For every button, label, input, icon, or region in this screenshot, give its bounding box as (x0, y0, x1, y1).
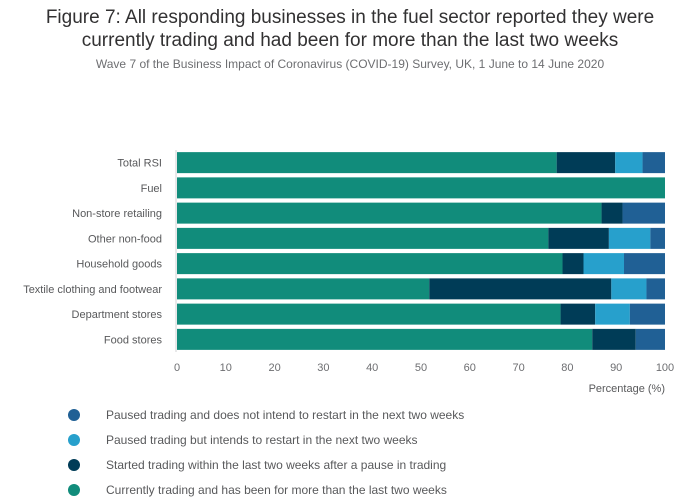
category-label-other-non-food: Other non-food (88, 233, 162, 245)
x-tick-label-80: 80 (561, 362, 573, 374)
legend-label-1: Paused trading and does not intend to re… (106, 408, 465, 422)
bar-textile-clothing-and-footwear-series-1 (177, 278, 430, 300)
x-tick-label-20: 20 (268, 362, 280, 374)
bar-non-store-retailing-series-2 (601, 202, 623, 224)
legend-swatch-4 (68, 484, 80, 496)
x-tick-label-10: 10 (220, 362, 232, 374)
category-label-non-store-retailing: Non-store retailing (72, 208, 162, 220)
legend-swatch-1 (68, 409, 80, 421)
bar-household-goods-series-3 (583, 253, 625, 275)
chart-subtitle: Wave 7 of the Business Impact of Coronav… (95, 57, 605, 71)
x-tick-label-90: 90 (610, 362, 622, 374)
x-tick-label-100: 100 (656, 362, 674, 374)
bar-food-stores-series-1 (177, 328, 593, 350)
x-tick-label-30: 30 (317, 362, 329, 374)
x-axis-label: Percentage (%) (589, 383, 665, 395)
category-label-food-stores: Food stores (104, 334, 163, 346)
chart-title-line-2: currently trading and had been for more … (81, 30, 619, 51)
legend-swatch-3 (68, 459, 80, 471)
legend-swatch-2 (68, 434, 80, 446)
x-tick-label-0: 0 (174, 362, 180, 374)
x-tick-label-70: 70 (512, 362, 524, 374)
bar-department-stores-series-1 (177, 303, 561, 325)
x-tick-label-60: 60 (464, 362, 476, 374)
bar-other-non-food-series-4 (650, 227, 665, 249)
legend-label-2: Paused trading but intends to restart in… (106, 433, 418, 447)
bar-textile-clothing-and-footwear-series-2 (429, 278, 612, 300)
category-label-department-stores: Department stores (72, 309, 163, 321)
x-tick-label-40: 40 (366, 362, 378, 374)
legend-label-3: Started trading within the last two week… (106, 458, 447, 472)
category-label-fuel: Fuel (141, 183, 162, 195)
stacked-bar-chart: Total RSI Fuel Non-store retailing Other no… (23, 150, 674, 395)
bar-non-store-retailing-series-4 (622, 202, 665, 224)
bar-department-stores-series-2 (560, 303, 596, 325)
bar-other-non-food-series-2 (548, 227, 609, 249)
category-label-textile-clothing-and-footwear: Textile clothing and footwear (23, 284, 162, 296)
category-label-household-goods: Household goods (76, 259, 162, 271)
bar-department-stores-series-3 (595, 303, 630, 325)
bar-other-non-food-series-3 (608, 227, 651, 249)
chart-title: Figure 7: All responding businesses in t… (0, 6, 700, 52)
bar-textile-clothing-and-footwear-series-3 (611, 278, 647, 300)
bar-other-non-food-series-1 (177, 227, 549, 249)
bar-department-stores-series-4 (629, 303, 665, 325)
chart-title-line-1: Figure 7: All responding businesses in t… (45, 7, 655, 28)
bar-total-rsi-series-4 (642, 152, 665, 174)
bar-textile-clothing-and-footwear-series-4 (646, 278, 665, 300)
legend-label-4: Currently trading and has been for more … (106, 483, 447, 497)
bar-total-rsi-series-3 (615, 152, 643, 174)
bar-food-stores-series-2 (592, 328, 636, 350)
category-label-total-rsi: Total RSI (117, 158, 162, 170)
bar-household-goods-series-1 (177, 253, 563, 275)
bar-fuel-series-1 (177, 177, 665, 199)
bar-total-rsi-series-1 (177, 152, 557, 174)
bar-total-rsi-series-2 (556, 152, 616, 174)
bar-food-stores-series-4 (635, 328, 665, 350)
bar-household-goods-series-4 (624, 253, 665, 275)
x-tick-label-50: 50 (415, 362, 427, 374)
bar-non-store-retailing-series-1 (177, 202, 602, 224)
bar-household-goods-series-2 (562, 253, 584, 275)
